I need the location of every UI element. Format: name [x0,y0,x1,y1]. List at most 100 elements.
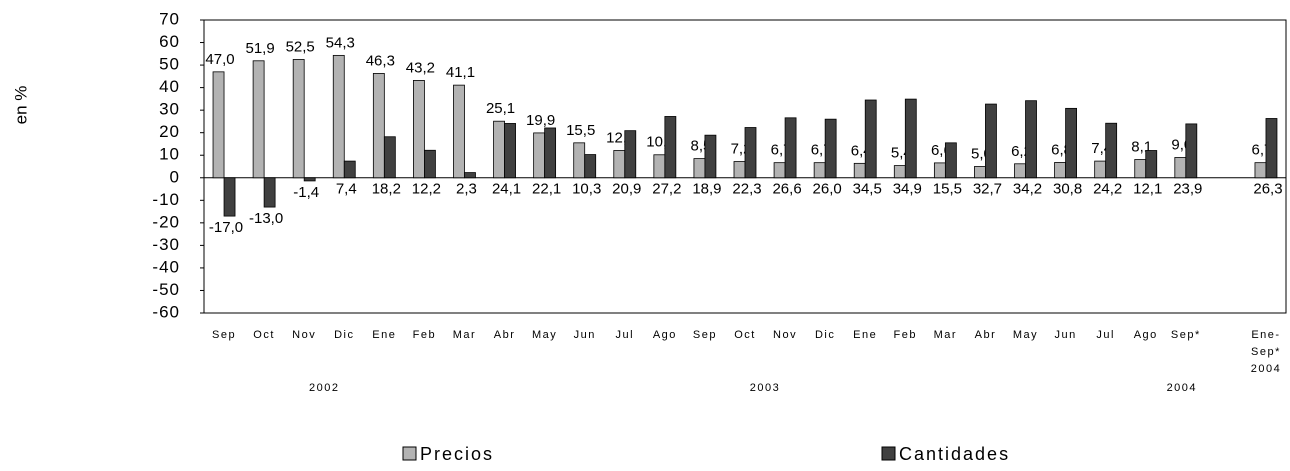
bar [613,150,626,179]
x-tick-label: Feb [413,329,436,341]
value-label: -17,0 [209,219,243,236]
y-tick-label: 10 [159,145,180,164]
x-tick-label: Feb [894,329,917,341]
x-tick-label: Mar [934,329,957,341]
value-label: 22,3 [732,181,761,198]
legend-label: Precios [420,444,494,464]
bar [1174,157,1187,179]
bar [453,84,465,179]
y-tick-label: 20 [159,122,180,141]
x-tick-label: Jun [574,329,596,341]
value-label: 23,9 [1173,181,1202,198]
value-label: 10,3 [572,181,601,198]
y-tick-label: -20 [152,212,180,231]
value-label: 2,3 [456,181,477,198]
bar [504,123,516,179]
x-tick-label: Abr [975,329,997,341]
x-tick-label: Ene [853,329,877,341]
bar [933,162,946,179]
bar [343,160,356,179]
bar [383,136,396,179]
bar [704,134,717,179]
x-tick-label: Ago [1134,329,1158,341]
x-tick-label: Ene [372,329,396,341]
value-label: 52,5 [286,38,315,55]
bar [413,80,425,179]
bar [292,59,305,179]
value-label: 15,5 [566,122,595,139]
x-tick-label: Dic [815,329,835,341]
plot-frame [203,19,1287,314]
bar [664,116,677,179]
x-tick-label: Ago [653,329,677,341]
x-tick-label: May [532,329,557,341]
bar [893,165,906,179]
x-tick-label: Nov [773,329,797,341]
bar [1105,122,1118,179]
y-tick-label: -30 [152,235,180,254]
y-tick-label: -50 [152,280,180,299]
value-label: 32,7 [973,181,1002,198]
bar [985,103,997,179]
x-tick-label: Jul [615,329,634,341]
value-label: 19,9 [526,112,555,129]
value-label: 26,0 [813,181,842,198]
bar [813,162,826,179]
value-label: 20,9 [612,181,641,198]
y-tick-label: 70 [159,9,180,28]
bar [212,71,225,179]
value-label: -13,0 [249,210,283,227]
bar [1054,162,1066,179]
value-label: 34,2 [1013,181,1042,198]
year-label: 2003 [750,382,780,394]
x-tick-label: Ene-Sep* 2004 [1251,329,1281,375]
x-tick-label: Jul [1096,329,1115,341]
x-tick-label: May [1013,329,1038,341]
bar [1265,118,1278,179]
y-tick-label: 30 [159,100,180,119]
y-tick-label: 50 [159,55,180,74]
bar [864,99,877,179]
bar [653,154,666,179]
bar [773,162,786,179]
bar [1065,107,1077,179]
value-label: 22,1 [532,181,561,198]
bar [584,154,597,179]
bar [974,166,986,179]
bar [263,177,276,208]
year-label: 2004 [1167,382,1197,394]
value-label: 43,2 [406,59,435,76]
x-tick-label: Abr [494,329,516,341]
bar [733,161,746,179]
x-tick-label: Oct [734,329,756,341]
year-label: 2002 [309,382,339,394]
bar [744,127,757,179]
y-tick-label: 60 [159,32,180,51]
bar [1014,163,1026,179]
bar [1185,123,1198,179]
bar [624,130,637,179]
value-label: 30,8 [1053,181,1082,198]
value-label: 47,0 [205,51,234,68]
bar [252,60,265,179]
value-label: -1,4 [293,184,319,201]
value-label: 54,3 [326,34,355,51]
bar [544,127,557,179]
y-axis-label: en % [11,86,30,125]
y-tick-label: -60 [152,302,180,321]
value-label: 18,2 [372,181,401,198]
bar [332,54,345,179]
bar [853,162,866,179]
bar [784,117,797,179]
value-label: 18,9 [692,181,721,198]
bar [1134,159,1147,179]
bar [1025,100,1037,179]
bar [533,132,546,179]
bar [573,142,586,179]
bar [303,177,316,182]
value-label: 24,1 [492,181,521,198]
value-label: 25,1 [486,100,515,117]
value-label: 12,1 [1133,181,1162,198]
value-label: 51,9 [246,40,275,57]
x-tick-label: Oct [253,329,275,341]
